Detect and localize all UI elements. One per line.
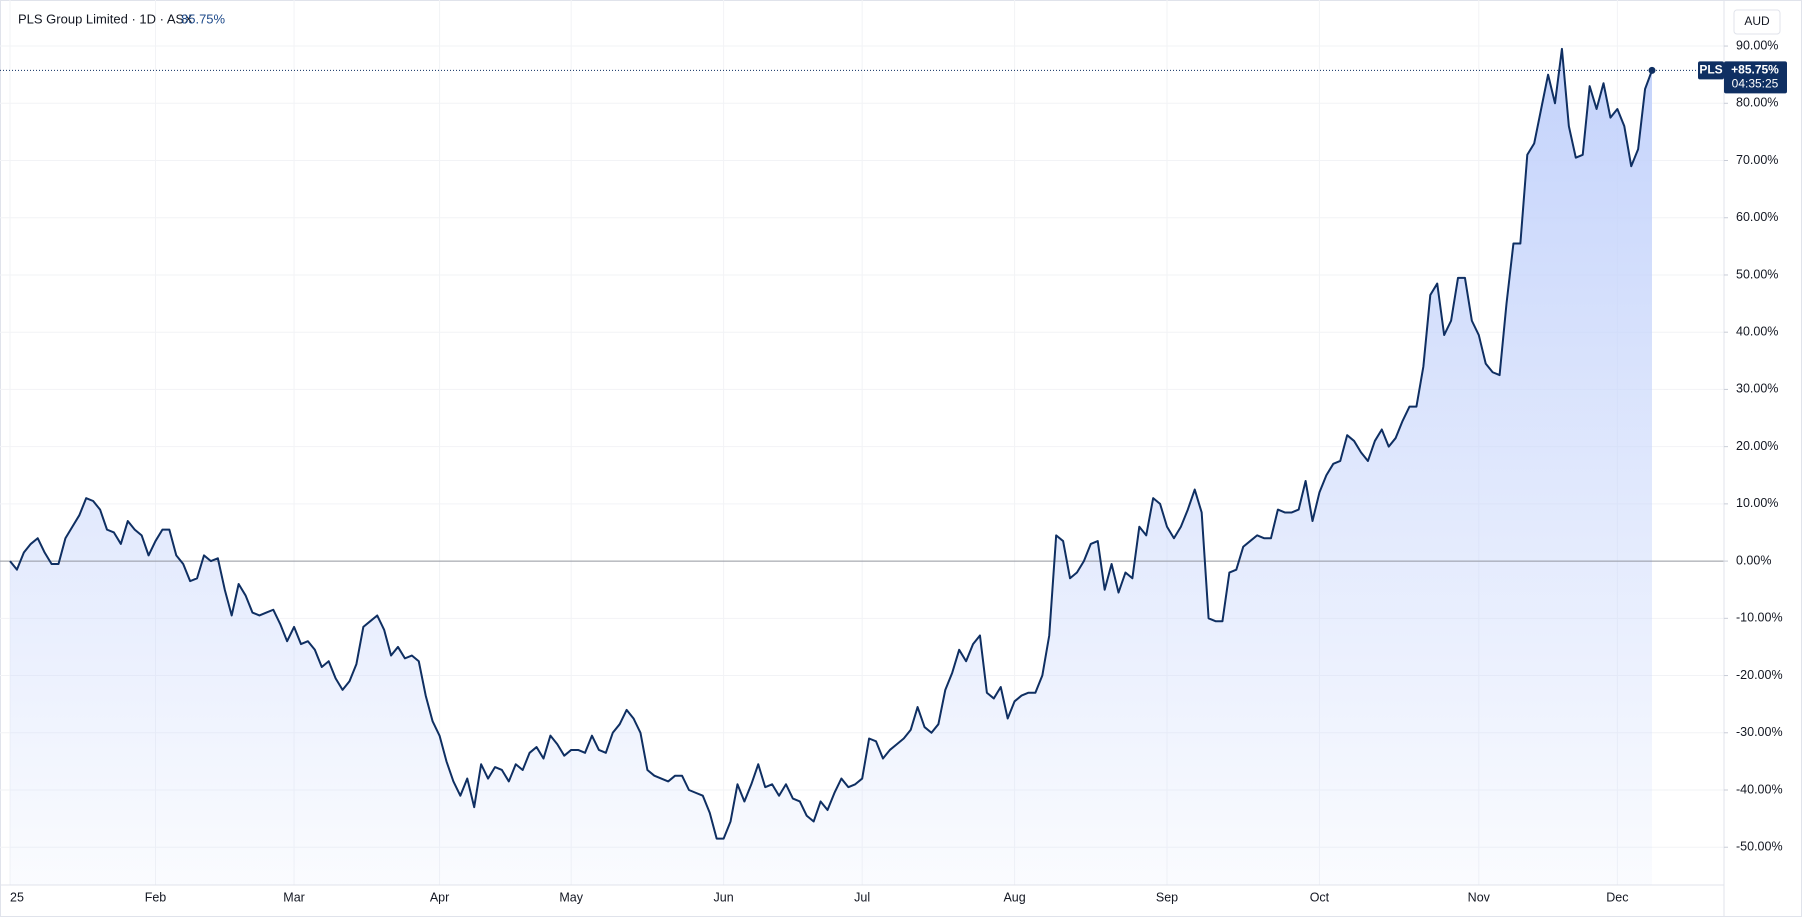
- x-tick-label: Feb: [145, 890, 167, 904]
- currency-box[interactable]: [1733, 9, 1781, 35]
- tag-symbol: PLS: [1699, 63, 1722, 77]
- y-tick-label: 30.00%: [1736, 382, 1778, 396]
- x-tick-label: Dec: [1606, 890, 1628, 904]
- currency[interactable]: AUD: [1744, 14, 1770, 28]
- tag-symbol-box: [1698, 61, 1724, 80]
- y-tick-label: 20.00%: [1736, 439, 1778, 453]
- y-tick-label: 50.00%: [1736, 267, 1778, 281]
- y-tick-label: 60.00%: [1736, 210, 1778, 224]
- x-tick-label: 25: [10, 890, 24, 904]
- y-tick-label: 0.00%: [1736, 553, 1771, 567]
- y-tick-label: 10.00%: [1736, 496, 1778, 510]
- symbol-title: PLS Group Limited · 1D · ASX: [18, 11, 193, 26]
- header-change: 85.75%: [181, 11, 226, 26]
- y-tick-label: -50.00%: [1736, 840, 1783, 854]
- tag-value: +85.75%: [1731, 63, 1779, 77]
- x-tick-label: Mar: [283, 890, 305, 904]
- tag-countdown: 04:35:25: [1732, 77, 1779, 91]
- x-tick-label: Aug: [1003, 890, 1025, 904]
- y-tick-label: 40.00%: [1736, 324, 1778, 338]
- x-tick-label: May: [559, 890, 583, 904]
- line: [9, 47, 1653, 840]
- x-tick-label: Oct: [1310, 890, 1330, 904]
- x-tick-label: Jun: [714, 890, 734, 904]
- y-tick-label: -30.00%: [1736, 725, 1783, 739]
- y-tick-label: -10.00%: [1736, 611, 1783, 625]
- x-tick-label: Sep: [1156, 890, 1178, 904]
- y-tick-label: 80.00%: [1736, 96, 1778, 110]
- x-tick-label: Jul: [854, 890, 870, 904]
- axes: -50.00% -40.00% -30.00% -20.00% -10.00% 0.00%…: [10, 38, 1783, 904]
- y-tick-label: -20.00%: [1736, 668, 1783, 682]
- x-tick-label: Apr: [430, 890, 449, 904]
- area-fill: [10, 48, 1652, 886]
- y-tick-label: 70.00%: [1736, 153, 1778, 167]
- last-point: [1648, 66, 1656, 74]
- y-tick-label: -40.00%: [1736, 782, 1783, 796]
- price-tag: PLS +85.75%04:35:25: [1698, 61, 1787, 94]
- tag-value-box: [1724, 61, 1787, 94]
- y-tick-label: 90.00%: [1736, 38, 1778, 52]
- plot: [0, 47, 1724, 886]
- x-tick-label: Nov: [1468, 890, 1491, 904]
